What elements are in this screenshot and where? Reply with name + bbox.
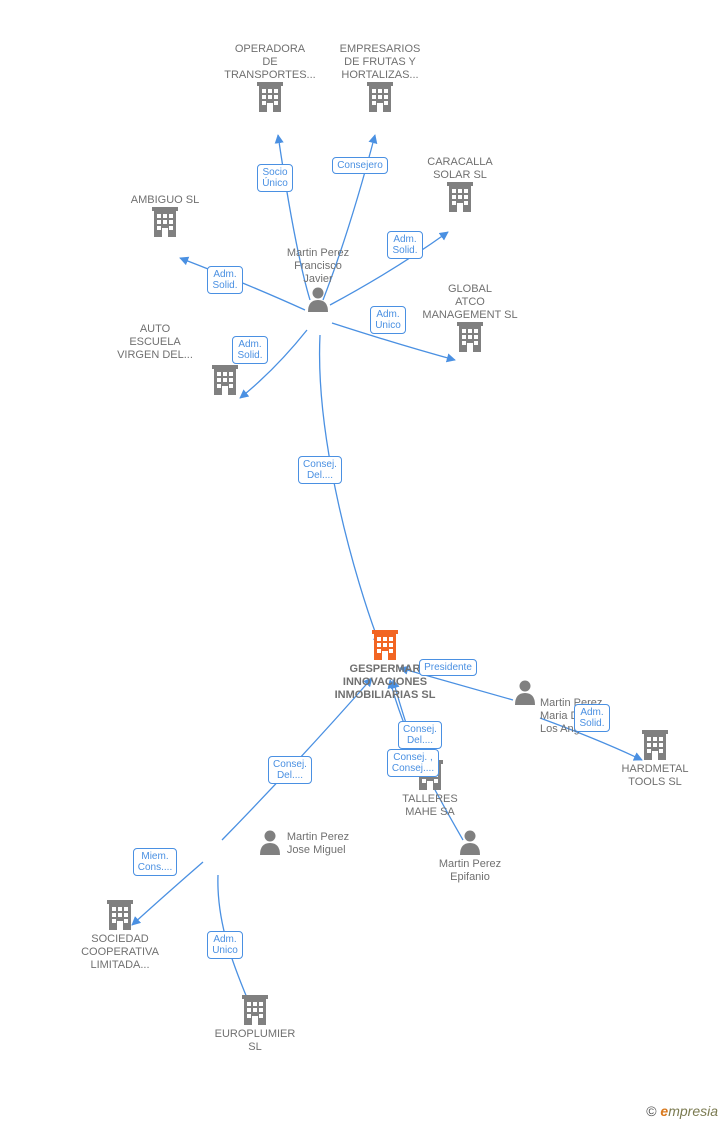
edge-label-martin_fj-gespermar: Consej. Del....: [298, 456, 342, 484]
building-icon: [212, 365, 238, 395]
edge-label-martin_fj-frutas: Consejero: [332, 157, 388, 174]
node-label: EUROPLUMIER SL: [185, 1028, 325, 1054]
person-icon: [459, 829, 481, 855]
building-icon: [642, 730, 668, 760]
node-caracalla[interactable]: CARACALLA SOLAR SL: [390, 156, 530, 212]
node-label: EMPRESARIOS DE FRUTAS Y HORTALIZAS...: [310, 43, 450, 82]
node-frutas[interactable]: EMPRESARIOS DE FRUTAS Y HORTALIZAS...: [310, 43, 450, 112]
building-icon: [367, 82, 393, 112]
node-hardmetal[interactable]: HARDMETAL TOOLS SL: [585, 730, 725, 789]
building-icon: [242, 995, 268, 1025]
person-icon: [259, 829, 281, 855]
person-icon: [514, 679, 536, 705]
edge-label-martin_fj-global_atco: Adm. Unico: [370, 306, 406, 334]
node-label: AMBIGUO SL: [95, 194, 235, 207]
node-auto_escuela[interactable]: AUTO ESCUELA VIRGEN DEL...: [155, 365, 295, 395]
edge-martin_fj-gespermar: [320, 335, 380, 645]
node-ambiguo[interactable]: AMBIGUO SL: [95, 194, 235, 237]
node-label: GLOBAL ATCO MANAGEMENT SL: [400, 283, 540, 322]
building-icon: [447, 182, 473, 212]
node-europlumier[interactable]: EUROPLUMIER SL: [185, 995, 325, 1054]
building-icon: [457, 322, 483, 352]
node-martin_jm[interactable]: Martin Perez Jose Miguel: [204, 829, 404, 860]
node-martin_ma[interactable]: Martin Perez Maria De Los Angeles: [514, 679, 714, 705]
edge-label-martin_fj-caracalla: Adm. Solid.: [387, 231, 422, 259]
building-icon: [107, 900, 133, 930]
edge-label-martin_ep-gespermar: Consej. , Consej....: [387, 749, 439, 777]
edge-label-martin_jm-gespermar: Consej. Del....: [268, 756, 312, 784]
node-label: Martin Perez Jose Miguel: [287, 831, 349, 857]
node-global_atco[interactable]: GLOBAL ATCO MANAGEMENT SL: [400, 283, 540, 352]
edge-label-martin_ma-gespermar: Presidente: [419, 659, 477, 676]
building-icon: [152, 207, 178, 237]
node-label: CARACALLA SOLAR SL: [390, 156, 530, 182]
node-martin_fj[interactable]: Martin Perez Francisco Javier: [248, 247, 388, 312]
building-icon: [372, 630, 398, 660]
edge-label-martin_fj-operadora: Socio Único: [257, 164, 293, 192]
building-icon: [257, 82, 283, 112]
node-label: SOCIEDAD COOPERATIVA LIMITADA...: [50, 933, 190, 972]
footer-credit: © empresia: [646, 1103, 718, 1119]
edge-label-martin_fj-ambiguo: Adm. Solid.: [207, 266, 242, 294]
edge-label-martin_jm-europlumier: Adm. Unico: [207, 931, 243, 959]
person-icon: [307, 286, 329, 312]
edge-label-martin_fj-auto_escuela: Adm. Solid.: [232, 336, 267, 364]
brand-rest: mpresia: [668, 1103, 718, 1119]
node-sociedad_coop[interactable]: SOCIEDAD COOPERATIVA LIMITADA...: [50, 900, 190, 972]
node-label: TALLERES MAHE SA: [360, 793, 500, 819]
node-label: Martin Perez Epifanio: [400, 858, 540, 884]
node-martin_ep[interactable]: Martin Perez Epifanio: [400, 829, 540, 884]
edge-label-talleres-gespermar: Consej. Del....: [398, 721, 442, 749]
node-label: Martin Perez Francisco Javier: [248, 247, 388, 286]
node-label: AUTO ESCUELA VIRGEN DEL...: [100, 323, 210, 362]
edge-label-martin_jm-sociedad_coop: Miem. Cons....: [133, 848, 177, 876]
edge-label-martin_ma-hardmetal: Adm. Solid.: [574, 704, 609, 732]
node-label: HARDMETAL TOOLS SL: [585, 763, 725, 789]
copyright-symbol: ©: [646, 1103, 656, 1119]
